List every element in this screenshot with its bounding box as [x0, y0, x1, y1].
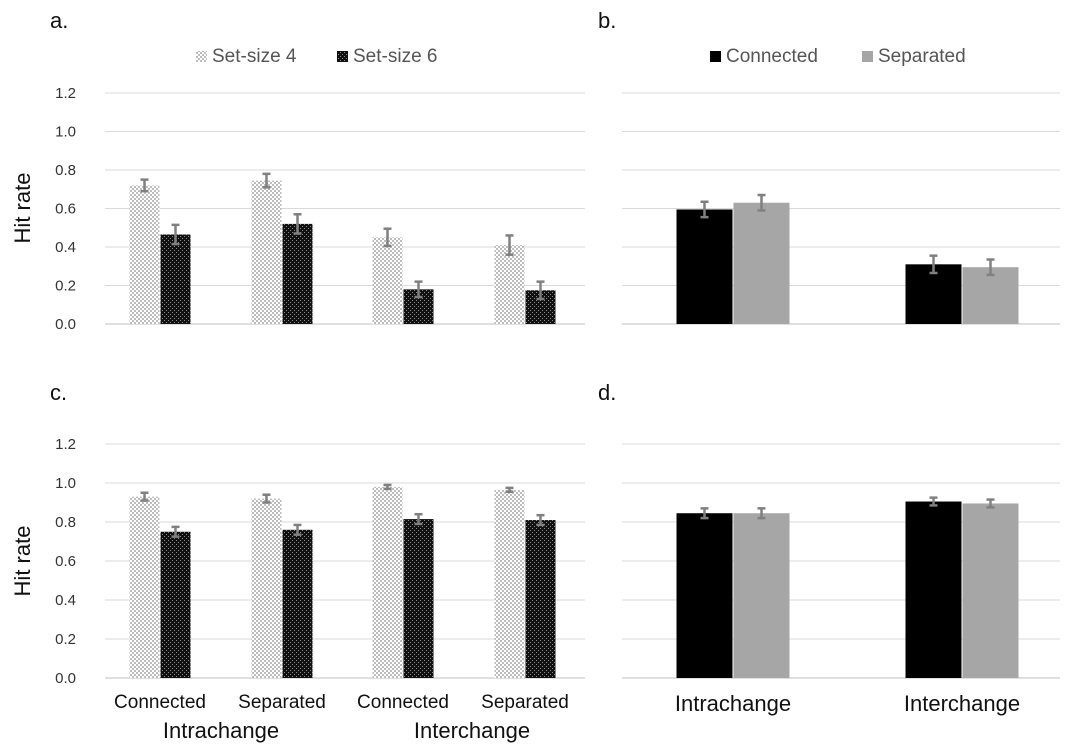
- panel-b: b.: [598, 8, 1060, 325]
- legend-swatch: [337, 51, 348, 62]
- error-bar: [929, 496, 938, 507]
- y-tick-label: 0.6: [55, 553, 76, 570]
- legend-label: Set-size 6: [353, 46, 437, 67]
- y-tick-label: 0.4: [55, 592, 76, 609]
- error-bar: [414, 512, 423, 526]
- y-tick-label: 0.2: [55, 631, 76, 648]
- y-tick-label: 1.0: [55, 475, 76, 492]
- panel-c: c. 0.0 0.2 0.4 0.6 0.8 1.0 1.2 Hit rate: [10, 380, 585, 687]
- y-tick-label: 0.4: [55, 239, 76, 256]
- panel-d: d.: [598, 380, 1060, 679]
- bar: [905, 264, 962, 324]
- error-bar: [929, 254, 938, 275]
- bar: [372, 486, 403, 678]
- bar: [494, 489, 525, 678]
- legend-label: Set-size 4: [212, 46, 297, 67]
- legend-label: Connected: [726, 46, 818, 67]
- y-tick-label: 0.8: [55, 162, 76, 179]
- group-label: Intrachange: [163, 718, 279, 743]
- panel-a: a. 0.0 0.2 0.4 0.6 0.8 1.0 1.2 Hit rate: [10, 8, 585, 333]
- error-bar: [383, 483, 392, 491]
- y-tick-label: 1.0: [55, 124, 76, 141]
- x-tick-label: Connected: [114, 692, 206, 713]
- legend-swatch: [862, 51, 873, 62]
- y-tick-label: 0.0: [55, 316, 76, 333]
- bar: [733, 513, 790, 678]
- bar: [962, 267, 1019, 324]
- bar: [160, 234, 191, 324]
- error-bar: [757, 507, 766, 520]
- bar: [251, 180, 282, 324]
- panel-letter: a.: [50, 8, 68, 33]
- error-bar: [414, 280, 423, 299]
- bar: [905, 501, 962, 678]
- y-tick-label: 0.0: [55, 670, 76, 687]
- bar: [282, 223, 313, 324]
- legend-swatch: [710, 51, 721, 62]
- bar: [282, 529, 313, 678]
- x-tick-label: Interchange: [904, 691, 1020, 716]
- panel-letter: d.: [598, 380, 616, 405]
- bar: [676, 209, 733, 324]
- error-bar: [262, 172, 271, 189]
- x-tick-label: Separated: [481, 692, 569, 713]
- error-bar: [293, 523, 302, 536]
- legend: Set-size 4 Set-size 6: [196, 46, 437, 67]
- y-tick-label: 0.8: [55, 514, 76, 531]
- group-label: Interchange: [414, 718, 530, 743]
- error-bar: [536, 513, 545, 527]
- error-bar: [700, 200, 709, 219]
- legend: Connected Separated: [710, 46, 966, 67]
- y-tick-label: 0.6: [55, 201, 76, 218]
- error-bar: [383, 227, 392, 248]
- error-bar: [171, 525, 180, 538]
- panel-letter: b.: [598, 8, 616, 33]
- error-bar: [505, 234, 514, 256]
- error-bar: [171, 223, 180, 246]
- x-tick-label: Connected: [357, 692, 449, 713]
- bar: [129, 185, 160, 324]
- error-bar: [293, 213, 302, 235]
- error-bar: [536, 280, 545, 301]
- bar: [372, 237, 403, 324]
- error-bar: [505, 486, 514, 494]
- error-bar: [700, 507, 709, 520]
- error-bar: [140, 178, 149, 193]
- error-bar: [986, 498, 995, 509]
- x-tick-label: Separated: [238, 692, 326, 713]
- panel-letter: c.: [50, 380, 67, 405]
- y-axis-label: Hit rate: [10, 173, 35, 244]
- x-axis-labels: Connected Separated Connected Separated Intr…: [114, 691, 1020, 743]
- x-tick-label: Intrachange: [675, 691, 791, 716]
- error-bar: [986, 258, 995, 277]
- error-bar: [140, 491, 149, 502]
- y-tick-label: 1.2: [55, 436, 76, 453]
- bar: [676, 513, 733, 678]
- bar: [494, 245, 525, 324]
- error-bar: [757, 193, 766, 212]
- legend-swatch: [196, 51, 207, 62]
- bar: [160, 531, 191, 678]
- bar: [525, 520, 556, 678]
- bar: [403, 519, 434, 678]
- bar: [129, 496, 160, 678]
- bar: [251, 498, 282, 678]
- y-tick-label: 0.2: [55, 278, 76, 295]
- bar: [962, 503, 1019, 678]
- y-axis-label: Hit rate: [10, 526, 35, 597]
- y-tick-label: 1.2: [55, 85, 76, 102]
- bar: [733, 202, 790, 324]
- error-bar: [262, 493, 271, 504]
- legend-label: Separated: [878, 46, 966, 67]
